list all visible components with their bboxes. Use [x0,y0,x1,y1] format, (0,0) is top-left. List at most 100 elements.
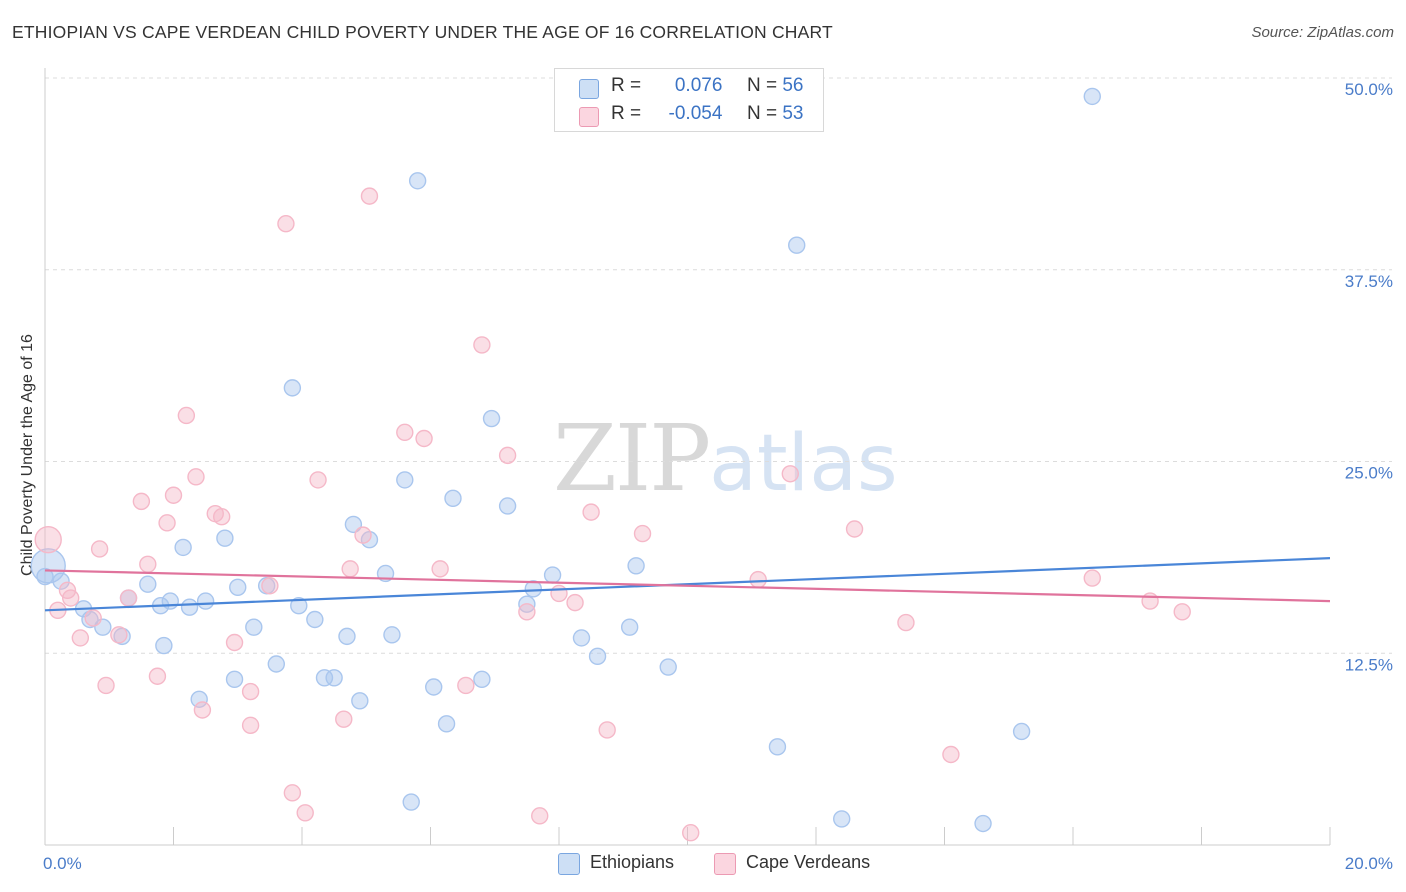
ethiopians-point [833,810,851,828]
cape-verdeans-point [225,633,244,652]
cape-verdeans-point [566,593,584,612]
legend-r-label: R = [611,75,642,96]
cape-verdeans-point [158,514,176,532]
tick-labels: 12.5% 25.0% 37.5% 50.0% 0.0% 20.0% [43,80,1393,873]
ethiopians-point [572,629,591,647]
cape-verdeans-point [34,526,62,554]
cape-verdeans-point [309,471,327,489]
trend-lines [44,557,1331,612]
ethiopians-point [161,592,179,610]
cape-verdeans-point [633,524,652,543]
y-tick-label: 37.5% [1345,272,1393,291]
x-tick-label: 20.0% [1345,854,1393,873]
watermark-atlas: atlas [709,419,898,509]
cape-verdeans-point [193,701,212,719]
ethiopians-point [396,471,414,489]
ethiopians-point [444,489,462,508]
cape-verdeans-point [431,560,449,578]
ethiopians-point [524,580,542,598]
cape-verdeans-point [139,555,157,573]
cape-verdeans-point [61,589,80,607]
cape-verdeans-point [518,603,536,621]
ethiopians-point [1012,722,1031,741]
cape-verdeans-point [550,584,568,603]
ethiopians-point [402,793,420,811]
cape-verdeans-point [749,570,767,589]
legend-r-value: 0.076 [674,75,723,96]
x-tick-label: 0.0% [43,854,82,873]
ethiopians-point [788,236,806,254]
y-tick-label: 25.0% [1345,464,1393,483]
cape-verdeans-point [598,721,616,739]
legend-r-label: R = [611,103,642,124]
cape-verdeans-point [582,503,600,521]
ethiopians-point [267,655,285,673]
cape-verdeans-point [354,526,372,544]
cape-verdeans-point [531,807,549,825]
ethiopians-point [620,618,639,636]
ethiopians-point [1083,87,1101,106]
data-points [30,87,1191,842]
ethiopians-point [196,592,215,610]
cape-verdeans-point [71,629,90,647]
ethiopians-trend-line [44,557,1331,612]
ethiopians-point [139,575,157,593]
ethiopians-point [383,626,401,644]
cape-verdeans-point [84,609,102,627]
series-swatch-cape-verdeans [714,853,736,875]
axes [44,68,1331,846]
ethiopians-point [290,596,308,615]
cape-verdeans-point [498,446,517,465]
ethiopians-point [659,658,677,676]
ethiopians-point [974,814,992,833]
cape-verdeans-point [781,465,799,483]
ethiopians-point [216,529,234,547]
ethiopians-point [155,636,173,655]
legend-swatch-ethiopians [579,79,599,99]
ethiopians-point [425,678,443,696]
ethiopians-point [351,692,369,710]
ethiopians-point [588,647,607,666]
cape-verdeans-point [119,589,138,607]
ethiopians-point [190,690,208,708]
ethiopians-point [498,497,517,515]
cape-verdeans-point [241,716,260,735]
legend-n-label: N = [746,75,778,96]
legend-n-label: N = [746,103,778,124]
cape-verdeans-point [110,626,128,644]
cape-verdeans-point [682,824,700,842]
ethiopians-point [344,515,363,534]
ethiopians-point [283,379,302,397]
cape-verdeans-point [942,745,960,764]
ethiopians-point [180,598,199,616]
chart-title: ETHIOPIAN VS CAPE VERDEAN CHILD POVERTY … [12,22,833,42]
ethiopians-point [325,669,343,687]
ethiopians-point [408,172,427,190]
ethiopians-point [473,670,491,689]
cape-verdeans-point [212,508,231,526]
cape-verdeans-point [277,215,295,233]
y-tick-label: 12.5% [1345,655,1393,674]
cape-verdeans-point [296,804,314,822]
ethiopians-point [437,715,456,733]
cape-verdeans-point [473,336,491,354]
series-swatch-ethiopians [558,853,580,875]
cape-verdeans-point [90,540,109,558]
cape-verdeans-point [187,468,205,486]
cape-verdeans-point [335,710,353,728]
source-credit: Source: ZipAtlas.com [1251,24,1394,41]
ethiopians-point [36,567,54,586]
cape-verdeans-point [241,682,260,701]
ethiopians-point [52,572,70,590]
cape-verdeans-trend-line [44,569,1331,603]
correlation-legend: R = 0.076 N = 56 R = -0.054 N = 53 [554,68,824,132]
series-label-cape-verdeans: Cape Verdeans [746,852,871,872]
cape-verdeans-point [97,676,115,695]
ethiopians-point [338,627,356,646]
cape-verdeans-point [897,613,915,632]
legend-n-value: 53 [782,103,804,124]
cape-verdeans-point [845,520,864,538]
cape-verdeans-point [164,486,183,504]
legend-swatch-cape-verdeans [579,107,599,127]
